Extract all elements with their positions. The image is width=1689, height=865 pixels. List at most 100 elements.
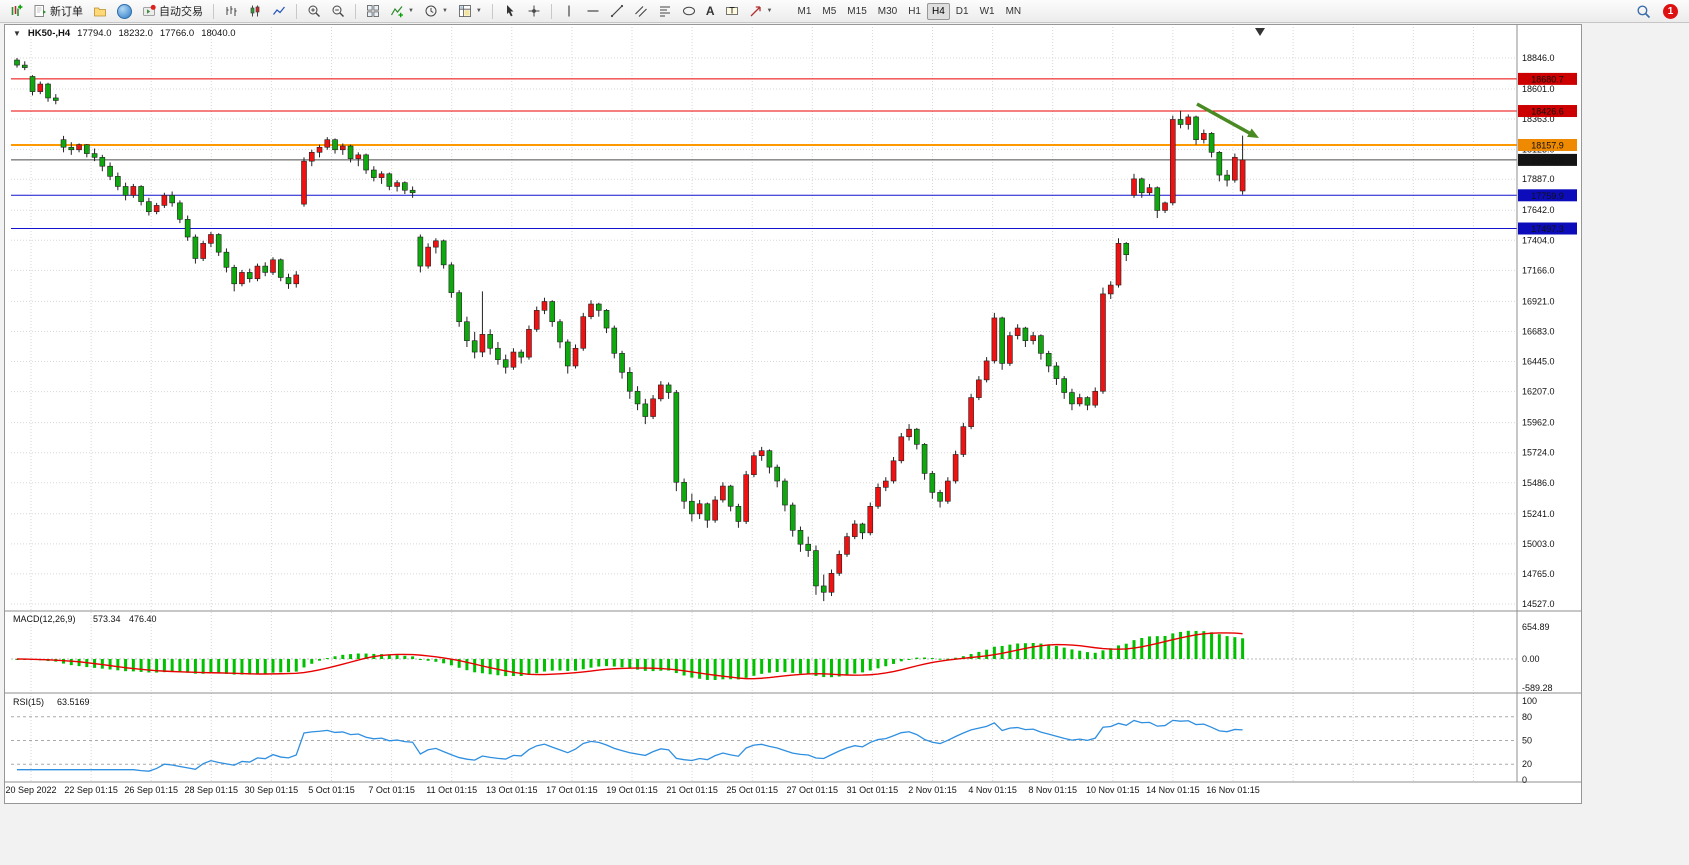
macd-histogram-bar (403, 655, 407, 659)
timeframe-button-m30[interactable]: M30 (873, 3, 902, 20)
macd-histogram-bar (1116, 645, 1120, 659)
profiles-folder-icon (94, 7, 106, 17)
timeframe-button-h1[interactable]: H1 (903, 3, 926, 20)
timeframe-button-d1[interactable]: D1 (951, 3, 974, 20)
macd-histogram-bar (845, 659, 849, 676)
community-button[interactable] (113, 2, 136, 21)
macd-histogram-bar (954, 657, 958, 659)
crosshair-tool-button[interactable] (523, 2, 545, 21)
candle-body (246, 272, 253, 280)
templates-button[interactable]: ▼ (454, 2, 486, 21)
macd-histogram-bar (224, 659, 228, 674)
tile-windows-button[interactable] (362, 2, 384, 21)
cursor-tool-button[interactable] (499, 2, 521, 21)
ohlc-high-value: 18232.0 (118, 28, 153, 39)
chart-area[interactable]: 18846.018601.018363.018123.017887.017642… (5, 25, 1581, 803)
candle-body (332, 139, 338, 151)
text-label-tool-button[interactable]: T (721, 2, 743, 21)
macd-histogram-bar (744, 659, 748, 678)
notification-badge[interactable]: 1 (1663, 3, 1678, 19)
toolbar-separator (550, 3, 552, 19)
level-price-badge (1518, 138, 1577, 151)
zoom-in-button[interactable] (303, 2, 325, 21)
date-label: 7 Oct 01:15 (368, 785, 415, 795)
level-price-badge (1518, 105, 1577, 118)
macd-histogram-bar (201, 659, 205, 674)
horizontal-line-tool-button[interactable] (582, 2, 604, 21)
new-order-label: 新订单 (50, 6, 83, 18)
line-chart-mode-button[interactable] (268, 2, 290, 21)
bar-chart-mode-button[interactable] (220, 2, 242, 21)
price-tick-label: 16921.0 (1522, 296, 1555, 306)
candle-body (914, 428, 920, 445)
arrows-tool-button[interactable]: ▼ (745, 2, 777, 21)
new-order-button[interactable]: 新订单 (29, 2, 87, 21)
timeframe-button-w1[interactable]: W1 (975, 3, 1000, 20)
price-tick-label: 17887.0 (1522, 174, 1555, 184)
macd-histogram-bar (690, 659, 694, 678)
candle-body (464, 321, 470, 341)
timeframe-button-mn[interactable]: MN (1001, 3, 1027, 20)
candle-body (231, 267, 237, 285)
macd-histogram-bar (1093, 652, 1097, 659)
auto-trading-button[interactable]: 自动交易 (138, 2, 207, 21)
profiles-button[interactable] (89, 2, 111, 21)
macd-histogram-bar (310, 659, 314, 664)
zoom-out-button[interactable] (327, 2, 349, 21)
timeframe-button-h4[interactable]: H4 (927, 2, 950, 20)
date-label: 2 Nov 01:15 (908, 785, 957, 795)
new-chart-button[interactable] (5, 2, 27, 21)
macd-histogram-bar (1000, 645, 1004, 659)
date-label: 5 Oct 01:15 (308, 785, 355, 795)
level-price-badge (1518, 72, 1577, 85)
candle-body (844, 536, 850, 555)
macd-histogram-bar (286, 659, 290, 673)
shapes-tool-button[interactable] (678, 2, 700, 21)
date-label: 30 Sep 01:15 (245, 785, 299, 795)
candle-body (386, 173, 393, 187)
timeframe-button-m5[interactable]: M5 (817, 3, 841, 20)
date-label: 22 Sep 01:15 (64, 785, 118, 795)
candle-body (177, 202, 183, 220)
periods-button[interactable]: ▼ (420, 2, 452, 21)
candle-body (882, 480, 889, 488)
candle-body (479, 334, 486, 353)
indicators-button[interactable]: ▼ (386, 2, 418, 21)
macd-histogram-bar (760, 659, 764, 674)
dropdown-caret-icon: ▼ (475, 8, 482, 14)
timeframe-button-m1[interactable]: M1 (792, 3, 816, 20)
search-button[interactable] (1632, 2, 1655, 21)
macd-histogram-bar (1054, 645, 1058, 659)
auto-trading-icon (143, 4, 156, 16)
level-price-badge-label: 17497.3 (1531, 224, 1564, 234)
macd-signal-value: 476.40 (129, 614, 157, 624)
macd-histogram-bar (333, 656, 337, 659)
trend-arrow[interactable] (1196, 102, 1254, 137)
candlestick-mode-button[interactable] (244, 2, 266, 21)
macd-histogram-bar (1085, 652, 1089, 659)
macd-histogram-bar (496, 659, 500, 676)
trendline-tool-button[interactable] (606, 2, 628, 21)
fibonacci-tool-button[interactable] (654, 2, 676, 21)
symbol-dropdown-marker[interactable]: ▼ (13, 29, 21, 38)
rsi-axis-label: 20 (1522, 759, 1532, 769)
text-tool-button[interactable]: A (702, 2, 719, 21)
templates-icon (459, 5, 471, 17)
bid-price-badge (1518, 153, 1577, 166)
candlestick-icon (250, 5, 260, 17)
macd-histogram-bar (597, 659, 601, 667)
macd-histogram-bar (178, 659, 182, 673)
price-tick-label: 14765.0 (1522, 569, 1555, 579)
candle-body (324, 139, 331, 148)
macd-histogram-bar (791, 659, 795, 673)
macd-histogram-bar (116, 659, 120, 671)
chart-shift-marker[interactable] (1255, 28, 1265, 36)
timeframe-button-m15[interactable]: M15 (842, 3, 871, 20)
channel-tool-button[interactable] (630, 2, 652, 21)
candle-body (1169, 119, 1176, 204)
candle-body (510, 351, 517, 368)
macd-histogram-bar (77, 659, 81, 667)
macd-histogram-bar (325, 658, 329, 660)
candle-body (502, 359, 509, 368)
vertical-line-tool-button[interactable] (558, 2, 580, 21)
